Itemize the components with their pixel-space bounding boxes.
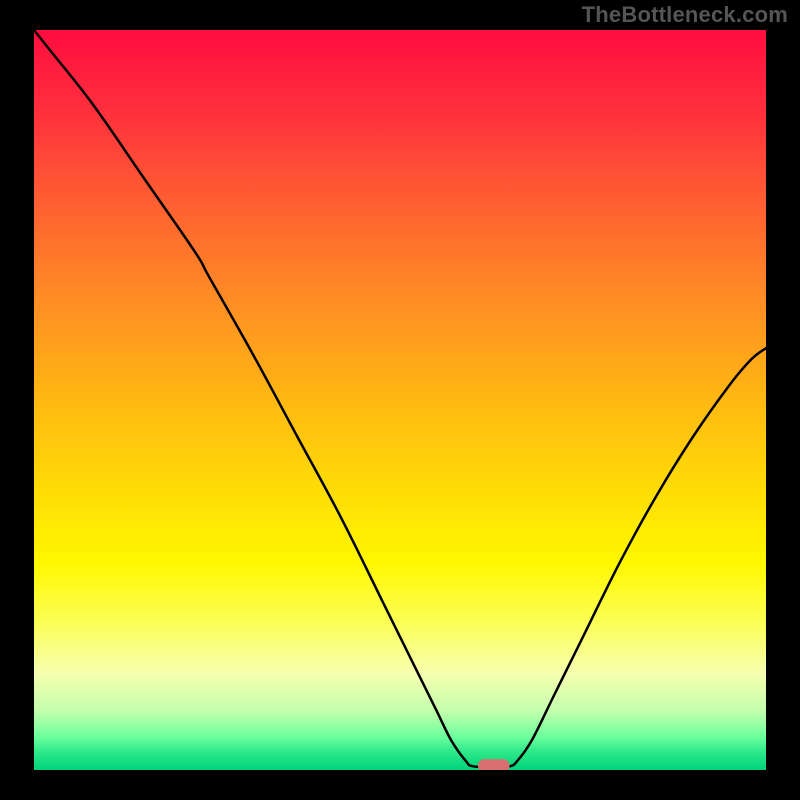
plot-area: [34, 30, 766, 770]
gradient-background: [34, 30, 766, 770]
chart-frame: TheBottleneck.com: [0, 0, 800, 800]
watermark-text: TheBottleneck.com: [582, 2, 788, 28]
optimal-marker: [478, 760, 509, 770]
